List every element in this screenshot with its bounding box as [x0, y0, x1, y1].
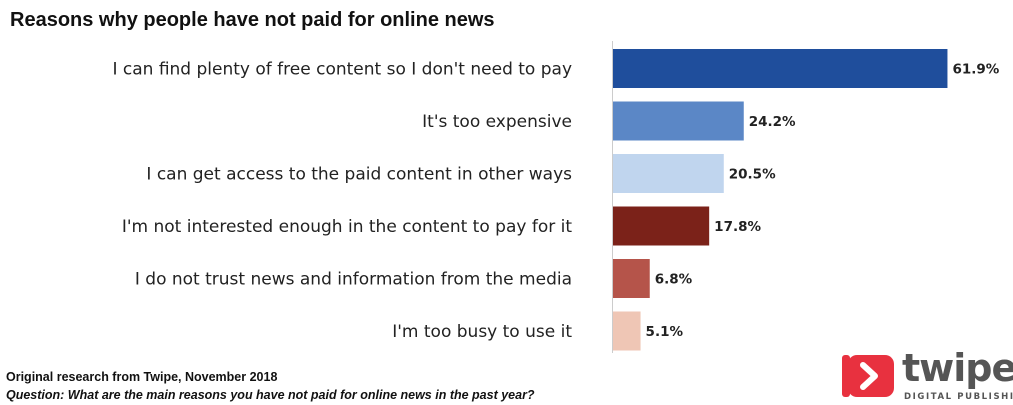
bar: [613, 101, 744, 141]
value-label: 61.9%: [952, 62, 999, 78]
category-label: I'm not interested enough in the content…: [122, 217, 572, 237]
value-label: 5.1%: [646, 324, 684, 340]
logo-wordmark: twipe: [902, 346, 1013, 390]
category-label: I'm too busy to use it: [392, 322, 572, 342]
value-label: 6.8%: [655, 272, 693, 288]
bar-chart: I can find plenty of free content so I d…: [112, 41, 1000, 353]
bar: [613, 206, 710, 246]
bar: [613, 154, 724, 193]
value-label: 24.2%: [749, 114, 796, 130]
bar: [613, 259, 650, 298]
logo-tagline: DIGITAL PUBLISHING: [904, 392, 1013, 402]
source-note: Original research from Twipe, November 2…: [6, 370, 278, 384]
survey-question: Question: What are the main reasons you …: [6, 388, 535, 402]
twipe-logo: twipe DIGITAL PUBLISHING: [842, 346, 1013, 402]
value-label: 20.5%: [729, 167, 776, 183]
chart-title: Reasons why people have not paid for onl…: [10, 9, 495, 31]
category-label: I do not trust news and information from…: [135, 270, 572, 290]
category-label: I can find plenty of free content so I d…: [112, 60, 572, 80]
bars-group: I can find plenty of free content so I d…: [112, 49, 1000, 351]
chart-footer: Original research from Twipe, November 2…: [6, 368, 535, 404]
value-label: 17.8%: [714, 219, 761, 235]
category-label: I can get access to the paid content in …: [146, 165, 572, 185]
category-label: It's too expensive: [422, 112, 572, 132]
play-chevron-icon: [842, 355, 894, 397]
bar: [613, 311, 641, 351]
bar: [613, 49, 948, 88]
